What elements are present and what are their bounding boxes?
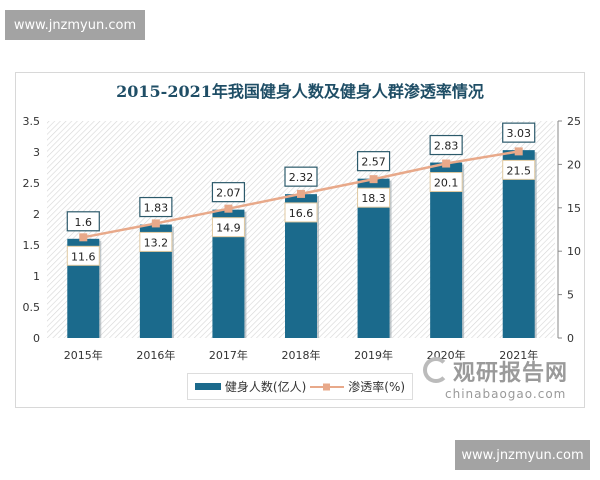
- bar-data-label: 2.57: [361, 156, 386, 169]
- bar-data-label: 1.6: [75, 216, 93, 229]
- line-marker: [297, 189, 305, 198]
- brand-logo-icon: [423, 357, 449, 383]
- right-tick-label: 0: [567, 332, 574, 345]
- right-tick-label: 5: [567, 289, 574, 302]
- line-label-box: [502, 159, 536, 180]
- legend-line-label: 渗透率(%): [348, 380, 406, 394]
- line-marker: [442, 159, 451, 168]
- line-marker: [79, 233, 88, 242]
- category-label: 2019年: [354, 348, 393, 362]
- bar-label-box: [356, 151, 391, 172]
- category-label: 2021年: [499, 348, 538, 362]
- bar-label-box: [502, 122, 536, 143]
- bar-label-box: [211, 182, 246, 203]
- bar-label-box: [139, 196, 173, 218]
- line-data-label: 16.6: [289, 207, 314, 220]
- bar-data-label: 2.07: [216, 187, 241, 200]
- left-tick-label: 0.5: [23, 301, 41, 314]
- line-label-box: [66, 245, 100, 266]
- line-label-box: [429, 172, 463, 193]
- left-tick-label: 1.5: [23, 239, 41, 252]
- line-data-label: 21.5: [506, 164, 531, 177]
- brand-watermark: 观研报告网 chinabaogao.com: [415, 355, 568, 401]
- chart-title: 2015-2021年我国健身人数及健身人群渗透率情况: [116, 82, 484, 101]
- category-label: 2018年: [282, 348, 321, 362]
- line-label-box: [284, 202, 318, 223]
- line-marker: [224, 204, 233, 213]
- bar-label-box: [429, 134, 463, 156]
- line-label-box: [357, 187, 391, 208]
- legend-line-swatch: [310, 383, 345, 390]
- brand-name-cn: 观研报告网: [453, 361, 569, 386]
- line-data-label: 11.6: [71, 250, 96, 263]
- line-label-box: [139, 231, 173, 252]
- legend-bar-swatch: [194, 383, 221, 390]
- category-label: 2017年: [209, 348, 248, 362]
- legend-bar-label: 健身人数(亿人): [224, 380, 307, 394]
- watermark-top: www.jnzmyun.com: [5, 10, 145, 40]
- category-label: 2015年: [64, 348, 103, 362]
- left-tick-label: 0: [33, 332, 40, 345]
- legend: 健身人数(亿人) 渗透率(%): [187, 373, 413, 400]
- line-data-label: 13.2: [144, 236, 169, 249]
- left-tick-label: 1: [33, 270, 40, 283]
- line-label-box: [211, 217, 245, 238]
- line-data-label: 20.1: [434, 177, 459, 190]
- bar-data-label: 2.83: [434, 140, 459, 153]
- watermark-bottom: www.jnzmyun.com: [455, 440, 590, 470]
- left-tick-label: 3: [33, 146, 40, 159]
- line-marker: [514, 147, 523, 156]
- brand-name-en: chinabaogao.com: [445, 387, 567, 401]
- line-data-label: 14.9: [216, 222, 241, 235]
- bar: [502, 150, 535, 338]
- bar-data-label: 3.03: [506, 127, 531, 140]
- right-tick-label: 20: [567, 158, 581, 171]
- right-tick-label: 25: [567, 115, 581, 128]
- line-data-label: 18.3: [361, 192, 386, 205]
- line-marker: [151, 219, 160, 228]
- right-tick-label: 15: [567, 202, 581, 215]
- bar-data-label: 1.83: [144, 202, 169, 215]
- bar-data-label: 2.32: [289, 171, 314, 184]
- left-tick-label: 3.5: [23, 115, 41, 128]
- line-marker: [369, 175, 378, 184]
- bar-label-box: [284, 166, 318, 187]
- bar-label-box: [66, 211, 100, 232]
- category-label: 2016年: [136, 348, 175, 362]
- left-tick-label: 2: [33, 208, 40, 221]
- right-tick-label: 10: [567, 245, 581, 258]
- chart-frame: [15, 72, 585, 408]
- left-tick-label: 2.5: [23, 177, 41, 190]
